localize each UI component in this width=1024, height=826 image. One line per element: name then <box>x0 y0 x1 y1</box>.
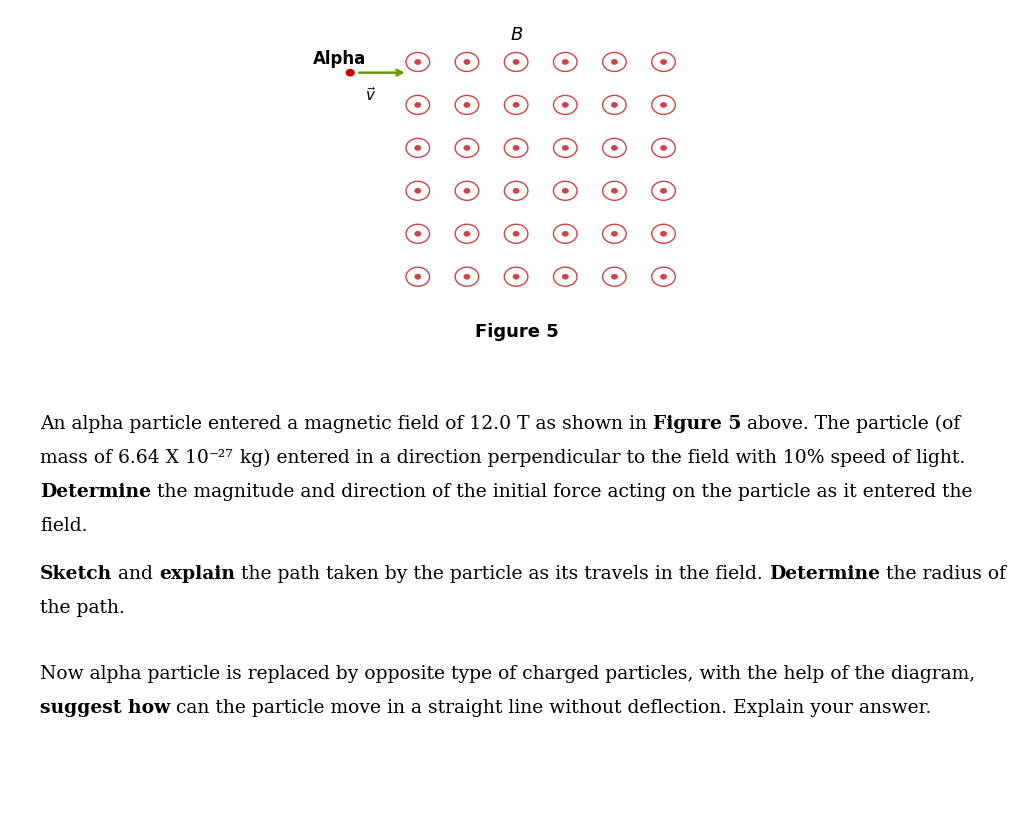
Circle shape <box>415 274 421 279</box>
Text: Determine: Determine <box>769 565 880 583</box>
Text: suggest how: suggest how <box>40 699 170 717</box>
Text: An alpha particle entered a magnetic field of 12.0 T as shown in: An alpha particle entered a magnetic fie… <box>40 415 653 433</box>
Circle shape <box>611 145 617 150</box>
Circle shape <box>464 274 470 279</box>
Circle shape <box>415 102 421 107</box>
Circle shape <box>513 145 519 150</box>
Circle shape <box>562 231 568 236</box>
Circle shape <box>660 188 667 193</box>
Circle shape <box>611 102 617 107</box>
Circle shape <box>562 188 568 193</box>
Circle shape <box>611 231 617 236</box>
Text: Now alpha particle is replaced by opposite type of charged particles, with the h: Now alpha particle is replaced by opposi… <box>40 665 975 683</box>
Text: Determine: Determine <box>40 483 151 501</box>
Text: the radius of: the radius of <box>880 565 1006 583</box>
Circle shape <box>346 69 354 76</box>
Circle shape <box>415 145 421 150</box>
Circle shape <box>464 102 470 107</box>
Circle shape <box>660 231 667 236</box>
Circle shape <box>611 188 617 193</box>
Text: $\vec{v}$: $\vec{v}$ <box>366 86 376 104</box>
Circle shape <box>611 59 617 64</box>
Circle shape <box>562 102 568 107</box>
Circle shape <box>562 145 568 150</box>
Circle shape <box>660 145 667 150</box>
Circle shape <box>660 59 667 64</box>
Circle shape <box>513 188 519 193</box>
Text: kg) entered in a direction perpendicular to the field with 10% speed of light.: kg) entered in a direction perpendicular… <box>233 449 965 468</box>
Text: field.: field. <box>40 517 87 535</box>
Circle shape <box>464 188 470 193</box>
Circle shape <box>415 59 421 64</box>
Text: Alpha: Alpha <box>313 50 367 69</box>
Circle shape <box>562 274 568 279</box>
Text: Figure 5: Figure 5 <box>475 323 559 341</box>
Text: explain: explain <box>159 565 236 583</box>
Circle shape <box>513 59 519 64</box>
Circle shape <box>415 231 421 236</box>
Text: $\mathit{B}$: $\mathit{B}$ <box>511 26 523 44</box>
Circle shape <box>611 274 617 279</box>
Circle shape <box>562 59 568 64</box>
Circle shape <box>464 59 470 64</box>
Text: Figure 5: Figure 5 <box>653 415 741 433</box>
Circle shape <box>464 231 470 236</box>
Circle shape <box>513 102 519 107</box>
Circle shape <box>513 274 519 279</box>
Circle shape <box>415 188 421 193</box>
Circle shape <box>660 102 667 107</box>
Circle shape <box>660 274 667 279</box>
Text: ⁻²⁷: ⁻²⁷ <box>209 449 233 467</box>
Text: and: and <box>113 565 159 583</box>
Text: Sketch: Sketch <box>40 565 113 583</box>
Text: mass of 6.64 X 10: mass of 6.64 X 10 <box>40 449 209 467</box>
Text: the magnitude and direction of the initial force acting on the particle as it en: the magnitude and direction of the initi… <box>151 483 973 501</box>
Text: the path.: the path. <box>40 599 125 617</box>
Text: the path taken by the particle as its travels in the field.: the path taken by the particle as its tr… <box>236 565 769 583</box>
Text: can the particle move in a straight line without deflection. Explain your answer: can the particle move in a straight line… <box>170 699 932 717</box>
Circle shape <box>464 145 470 150</box>
Circle shape <box>513 231 519 236</box>
Text: above. The particle (of: above. The particle (of <box>741 415 961 434</box>
